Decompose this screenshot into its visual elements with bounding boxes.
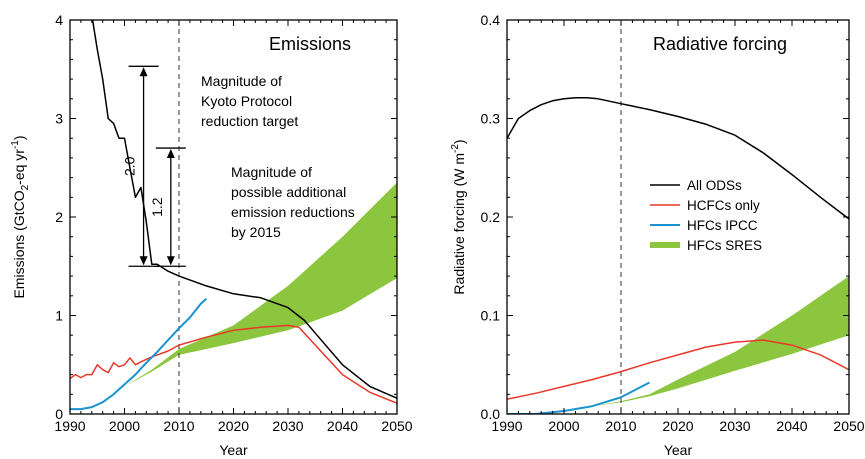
emissions-x-axis-label: Year <box>219 442 248 458</box>
additional-note-line-4: by 2015 <box>231 224 281 240</box>
annotation-additional-value: 1.2 <box>149 197 165 217</box>
radiative-forcing-x-tick-label: 2000 <box>548 418 579 434</box>
emissions-ticks: 1990 2000 2010 2020 2030 2040 2050 0 1 2 3 4 <box>54 12 412 434</box>
radiative-forcing-y-axis-label: Radiative forcing (W m-2) <box>450 139 467 294</box>
radiative-forcing-series-hfcs-ipcc <box>507 381 650 414</box>
radiative-forcing-x-tick-label: 2040 <box>776 418 807 434</box>
radiative-forcing-x-tick-label: 1990 <box>491 418 522 434</box>
emissions-x-tick-label: 1990 <box>54 418 85 434</box>
radiative-forcing-ticks: 1990 2000 2010 2020 2030 2040 2050 0.0 0.1 0.2 0.3… <box>481 12 865 434</box>
legend-entry-hfcs-sres: HFCs SRES <box>650 238 762 253</box>
radiative-forcing-x-tick-label: 2050 <box>833 418 864 434</box>
radiative-forcing-x-axis-label: Year <box>664 442 693 458</box>
radiative-forcing-y-tick-label: 0.2 <box>481 209 501 225</box>
emissions-x-tick-label: 2010 <box>163 418 194 434</box>
radiative-forcing-y-tick-label: 0.0 <box>481 406 501 422</box>
annotation-kyoto-value: 2.0 <box>122 156 138 176</box>
legend-label-hfcs-ipcc: HFCs IPCC <box>687 218 758 233</box>
radiative-forcing-y-tick-label: 0.1 <box>481 308 501 324</box>
radiative-forcing-x-tick-label: 2030 <box>719 418 750 434</box>
radiative-forcing-y-tick-label: 0.4 <box>481 12 501 28</box>
legend-entry-hcfcs-only: HCFCs only <box>650 198 760 213</box>
legend-label-hfcs-sres: HFCs SRES <box>687 238 762 253</box>
emissions-plot-area <box>70 20 397 414</box>
emissions-panel: Emissions 1990 2000 2010 2020 2030 2040 205001… <box>10 12 413 458</box>
emissions-x-tick-label: 2030 <box>272 418 303 434</box>
emissions-x-tick-label: 2040 <box>327 418 358 434</box>
kyoto-note-line-1: Magnitude of <box>201 73 282 89</box>
additional-note-line-3: emission reductions <box>231 204 355 220</box>
emissions-annotations: Magnitude of Kyoto Protocol reduction ta… <box>122 65 359 267</box>
radiative-forcing-series-hfcs-sres-band <box>575 276 849 409</box>
emissions-series-hcfcs-only <box>70 324 397 404</box>
emissions-y-tick-label: 2 <box>55 209 63 225</box>
radiative-forcing-series-hcfcs-only <box>507 339 849 400</box>
legend: All ODSs HCFCs only HFCs IPCC HFCs SRES <box>650 178 762 253</box>
emissions-y-axis-label: Emissions (GtCO2-eq yr-1) <box>10 135 31 298</box>
additional-note-line-2: possible additional <box>231 184 346 200</box>
emissions-y-tick-label: 0 <box>55 406 63 422</box>
additional-reductions-note: Magnitude of possible additional emissio… <box>231 164 359 240</box>
emissions-x-tick-label: 2050 <box>381 418 412 434</box>
emissions-x-tick-label: 2020 <box>218 418 249 434</box>
annotation-additional-arrow: 1.2 <box>149 147 186 267</box>
radiative-forcing-y-tick-label: 0.3 <box>481 111 501 127</box>
radiative-forcing-x-tick-label: 2010 <box>605 418 636 434</box>
emissions-y-tick-label: 4 <box>55 12 63 28</box>
legend-entry-hfcs-ipcc: HFCs IPCC <box>650 218 758 233</box>
additional-note-line-1: Magnitude of <box>231 164 312 180</box>
radiative-forcing-plot-area <box>507 20 849 414</box>
emissions-series-hfcs-sres-band <box>108 182 397 398</box>
kyoto-note: Magnitude of Kyoto Protocol reduction ta… <box>201 73 298 129</box>
legend-label-all-odss: All ODSs <box>687 178 742 193</box>
kyoto-note-line-2: Kyoto Protocol <box>201 93 292 109</box>
emissions-y-tick-label: 1 <box>55 308 63 324</box>
emissions-y-tick-label: 3 <box>55 111 63 127</box>
legend-label-hcfcs-only: HCFCs only <box>687 198 760 213</box>
radiative-forcing-x-tick-label: 2020 <box>662 418 693 434</box>
radiative-forcing-title: Radiative forcing <box>653 34 787 54</box>
emissions-x-tick-label: 2000 <box>109 418 140 434</box>
emissions-series-hfcs-ipcc <box>70 298 207 411</box>
annotation-kyoto-arrow: 2.0 <box>122 65 159 267</box>
legend-entry-all-odss: All ODSs <box>650 178 742 193</box>
radiative-forcing-series-all-odss <box>507 97 849 220</box>
kyoto-note-line-3: reduction target <box>201 113 298 129</box>
radiative-forcing-panel: Radiative forcing 1990 2000 2010 2020 2030 20… <box>450 12 865 458</box>
emissions-title: Emissions <box>269 34 351 54</box>
